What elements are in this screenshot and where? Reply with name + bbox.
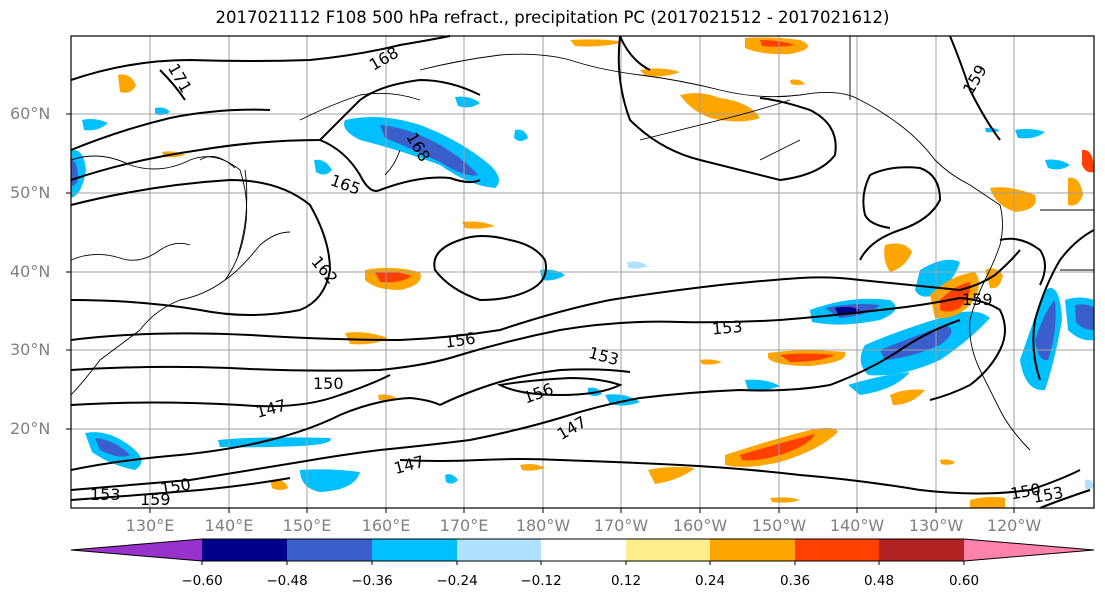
precip-positive-patch (760, 40, 795, 47)
colorbar-tick-label: −0.60 (181, 573, 223, 589)
precip-positive-patch (640, 68, 680, 77)
lon-label: 170°E (439, 516, 489, 535)
colorbar-tick-label: 0.24 (694, 573, 726, 589)
colorbar-segment (710, 539, 795, 561)
coastlines (70, 36, 1094, 451)
lon-label: 140°W (829, 516, 885, 535)
colorbar-segment (372, 539, 457, 561)
precip-positive-patch (375, 271, 412, 283)
precip-positive-patch (520, 464, 545, 471)
precip-negative-patch (380, 125, 478, 176)
precip-positive-patch (270, 479, 288, 490)
colorbar-segment (879, 539, 964, 561)
colorbar-tick-label: −0.12 (520, 573, 562, 589)
precip-positive-patch (462, 221, 495, 229)
lat-label-50n: 50°N (10, 183, 51, 202)
lat-label-20n: 20°N (10, 419, 51, 438)
precip-negative-patch (455, 96, 480, 108)
colorbar-tick-label: −0.48 (266, 573, 308, 589)
contour-label: 159 (962, 290, 993, 309)
lon-label: 130°E (125, 516, 175, 535)
colorbar-tick-label: 0.36 (779, 573, 811, 589)
precip-positive-patch (740, 434, 815, 461)
lat-label-60n: 60°N (10, 104, 51, 123)
contour-label: 153 (711, 317, 743, 339)
precip-negative-patch (1045, 159, 1070, 170)
colorbar-segment (541, 539, 626, 561)
lon-label: 120°W (986, 516, 1042, 535)
precip-negative-patch (745, 379, 780, 391)
colorbar-segment (795, 539, 879, 561)
precip-positive-patch (345, 332, 388, 345)
precip-positive-patch (884, 243, 912, 272)
precip-positive-patch (780, 353, 835, 362)
lat-label-40n: 40°N (10, 262, 51, 281)
contour-label: 150 (313, 374, 344, 393)
precip-negative-patch (1035, 300, 1056, 361)
colorbar-tick-label: 0.60 (948, 573, 980, 589)
precip-negative-patch (627, 261, 648, 269)
precip-negative-patch (155, 107, 170, 116)
graticule (71, 36, 1094, 508)
height-contours (70, 35, 1095, 509)
precip-negative-patch (1075, 304, 1094, 330)
precip-positive-patch (1082, 149, 1094, 173)
precip-positive-patch (118, 74, 136, 93)
colorbar-tick-label: 0.48 (863, 573, 895, 589)
lon-label: 160°E (361, 516, 411, 535)
contour-label: 153 (90, 485, 121, 504)
precip-positive-patch (970, 496, 1005, 508)
precip-negative-patch (1085, 479, 1094, 490)
lon-label: 130°W (908, 516, 964, 535)
colorbar-tick-label: −0.24 (436, 573, 478, 589)
precip-positive-patch (985, 268, 1003, 289)
lon-label: 140°E (204, 516, 254, 535)
lat-label-30n: 30°N (10, 340, 51, 359)
precip-positive-patch (700, 359, 722, 365)
contour-label: 159 (140, 490, 171, 509)
precip-positive-patch (570, 39, 625, 47)
precip-negative-patch (848, 372, 910, 395)
precip-negative-patch (300, 469, 360, 492)
precip-positive-patch (890, 389, 925, 405)
colorbar-extend-low (71, 539, 202, 561)
colorbar-tick-label: 0.12 (610, 573, 642, 589)
precip-positive-patch (770, 497, 800, 503)
contour-label: 156 (444, 329, 477, 352)
precip-negative-patch (1015, 128, 1045, 139)
precipitation-shading (71, 37, 1094, 508)
colorbar-segment (457, 539, 541, 561)
colorbar-extend-high (964, 539, 1094, 561)
map-title: 2017021112 F108 500 hPa refract., precip… (215, 8, 890, 27)
precip-negative-patch (314, 159, 332, 175)
lon-label: 160°W (672, 516, 728, 535)
colorbar-segment (202, 539, 287, 561)
precip-negative-patch (82, 119, 108, 131)
lon-label: 180°W (515, 516, 571, 535)
lon-label: 170°W (593, 516, 649, 535)
precip-positive-patch (790, 79, 805, 85)
lon-label: 150°W (751, 516, 807, 535)
axis-ticks (66, 113, 1015, 513)
colorbar-tick-label: −0.36 (351, 573, 393, 589)
lon-label: 150°E (282, 516, 332, 535)
colorbar-segment (287, 539, 372, 561)
precip-negative-patch (95, 438, 130, 457)
precip-positive-patch (1068, 177, 1083, 206)
colorbar (70, 538, 1095, 565)
precip-positive-patch (940, 459, 955, 465)
colorbar-segment (626, 539, 710, 561)
precip-negative-patch (71, 149, 86, 198)
precip-negative-patch (445, 474, 458, 484)
precip-positive-patch (648, 466, 695, 484)
precip-negative-patch (514, 129, 528, 141)
